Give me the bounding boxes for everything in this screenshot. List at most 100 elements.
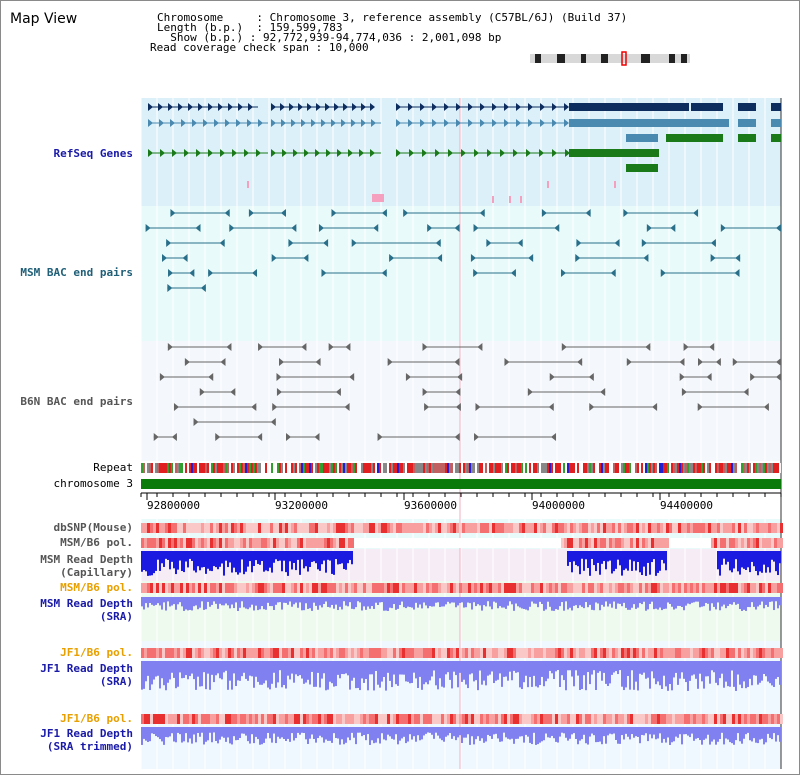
polymorphism-cell: [447, 714, 450, 724]
track-label-repeat[interactable]: Repeat: [93, 461, 133, 474]
polymorphism-cell: [249, 714, 252, 724]
polymorphism-cell: [222, 538, 225, 548]
bac-end: [424, 403, 430, 411]
depth-bar: [487, 727, 489, 735]
bac-end: [377, 433, 383, 441]
depth-bar: [235, 551, 237, 573]
depth-bar: [347, 551, 349, 564]
depth-bar: [775, 597, 777, 602]
polymorphism-cell: [354, 583, 357, 593]
depth-bar: [215, 727, 217, 742]
polymorphism-cell: [285, 538, 288, 548]
depth-bar: [291, 551, 293, 570]
depth-bar: [253, 551, 255, 566]
track-label-msm-bac[interactable]: MSM BAC end pairs: [20, 266, 133, 279]
bac-end: [474, 433, 480, 441]
polymorphism-cell: [651, 583, 654, 593]
polymorphism-cell: [606, 583, 609, 593]
depth-bar: [649, 551, 651, 575]
polymorphism-cell: [369, 648, 372, 658]
polymorphism-cell: [396, 648, 399, 658]
polymorphism-cell: [522, 583, 525, 593]
depth-bar: [757, 727, 759, 744]
polymorphism-cell: [315, 583, 318, 593]
track-label-msm-depth-capillary[interactable]: MSM Read Depth: [40, 553, 133, 566]
track-label-jf1-trimmed[interactable]: JF1 Read Depth: [40, 727, 133, 740]
repeat-segment: [663, 463, 665, 473]
depth-bar: [363, 727, 365, 736]
track-label-jf1-depth[interactable]: JF1 Read Depth: [40, 662, 133, 675]
gene-exon: [293, 149, 298, 157]
polymorphism-cell: [492, 648, 495, 658]
depth-bar: [251, 661, 253, 677]
depth-bar: [657, 727, 659, 739]
polymorphism-cell: [624, 583, 627, 593]
polymorphism-cell: [549, 523, 552, 533]
polymorphism-cell: [555, 583, 558, 593]
track-label-b6n-bac[interactable]: B6N BAC end pairs: [20, 395, 133, 408]
track-label-msm-depth-sra[interactable]: MSM Read Depth: [40, 597, 133, 610]
track-label-msm-b6-pol-2[interactable]: MSM/B6 pol.: [60, 581, 133, 594]
repeat-segment: [237, 463, 239, 473]
depth-bar: [265, 661, 267, 681]
depth-bar: [529, 597, 531, 607]
depth-bar: [719, 597, 721, 611]
pseudo-gene: [520, 196, 522, 203]
depth-bar: [365, 661, 367, 680]
depth-bar: [675, 661, 677, 673]
polymorphism-cell: [405, 648, 408, 658]
polymorphism-cell: [249, 538, 252, 548]
polymorphism-cell: [771, 538, 774, 548]
track-label-dbsnp[interactable]: dbSNP(Mouse): [53, 521, 133, 534]
track-label-jf1-b6-pol-1[interactable]: JF1/B6 pol.: [60, 646, 133, 659]
depth-bar: [585, 727, 587, 744]
track-label-jf1-b6-pol-2[interactable]: JF1/B6 pol.: [60, 712, 133, 725]
depth-bar: [181, 727, 183, 743]
depth-bar: [633, 727, 635, 738]
depth-bar: [607, 661, 609, 686]
polymorphism-cell: [402, 648, 405, 658]
polymorphism-cell: [177, 538, 180, 548]
polymorphism-cell: [756, 648, 759, 658]
depth-bar: [553, 597, 555, 611]
polymorphism-cell: [399, 538, 402, 548]
polymorphism-cell: [483, 648, 486, 658]
depth-bar: [525, 597, 527, 610]
polymorphism-cell: [240, 648, 243, 658]
polymorphism-cell: [636, 648, 639, 658]
depth-bar: [519, 727, 521, 737]
depth-bar: [215, 551, 217, 568]
polymorphism-cell: [570, 648, 573, 658]
repeat-segment: [261, 463, 263, 473]
depth-bar: [605, 597, 607, 602]
track-label-refseq[interactable]: RefSeq Genes: [53, 147, 133, 160]
polymorphism-cell: [315, 538, 318, 548]
depth-bar: [537, 727, 539, 745]
polymorphism-cell: [420, 583, 423, 593]
depth-bar: [339, 551, 341, 565]
depth-bar: [531, 597, 533, 602]
polymorphism-cell: [282, 648, 285, 658]
repeat-segment: [225, 463, 227, 473]
depth-bar: [331, 597, 333, 605]
polymorphism-cell: [372, 538, 375, 548]
depth-bar: [733, 661, 735, 687]
polymorphism-cell: [648, 523, 651, 533]
depth-bar: [767, 551, 769, 568]
repeat-segment: [283, 463, 285, 473]
bac-end: [321, 269, 327, 277]
polymorphism-cell: [243, 714, 246, 724]
track-label-msm-b6-pol-1[interactable]: MSM/B6 pol.: [60, 536, 133, 549]
polymorphism-cell: [738, 583, 741, 593]
polymorphism-cell: [489, 714, 492, 724]
repeat-segment: [391, 463, 393, 473]
gene-exon: [238, 103, 243, 111]
repeat-segment: [721, 463, 723, 473]
depth-bar: [293, 597, 295, 605]
gene-exon: [218, 103, 223, 111]
depth-bar: [159, 551, 161, 571]
depth-bar: [715, 597, 717, 610]
gene-exon: [298, 103, 303, 111]
bac-end: [645, 343, 651, 351]
